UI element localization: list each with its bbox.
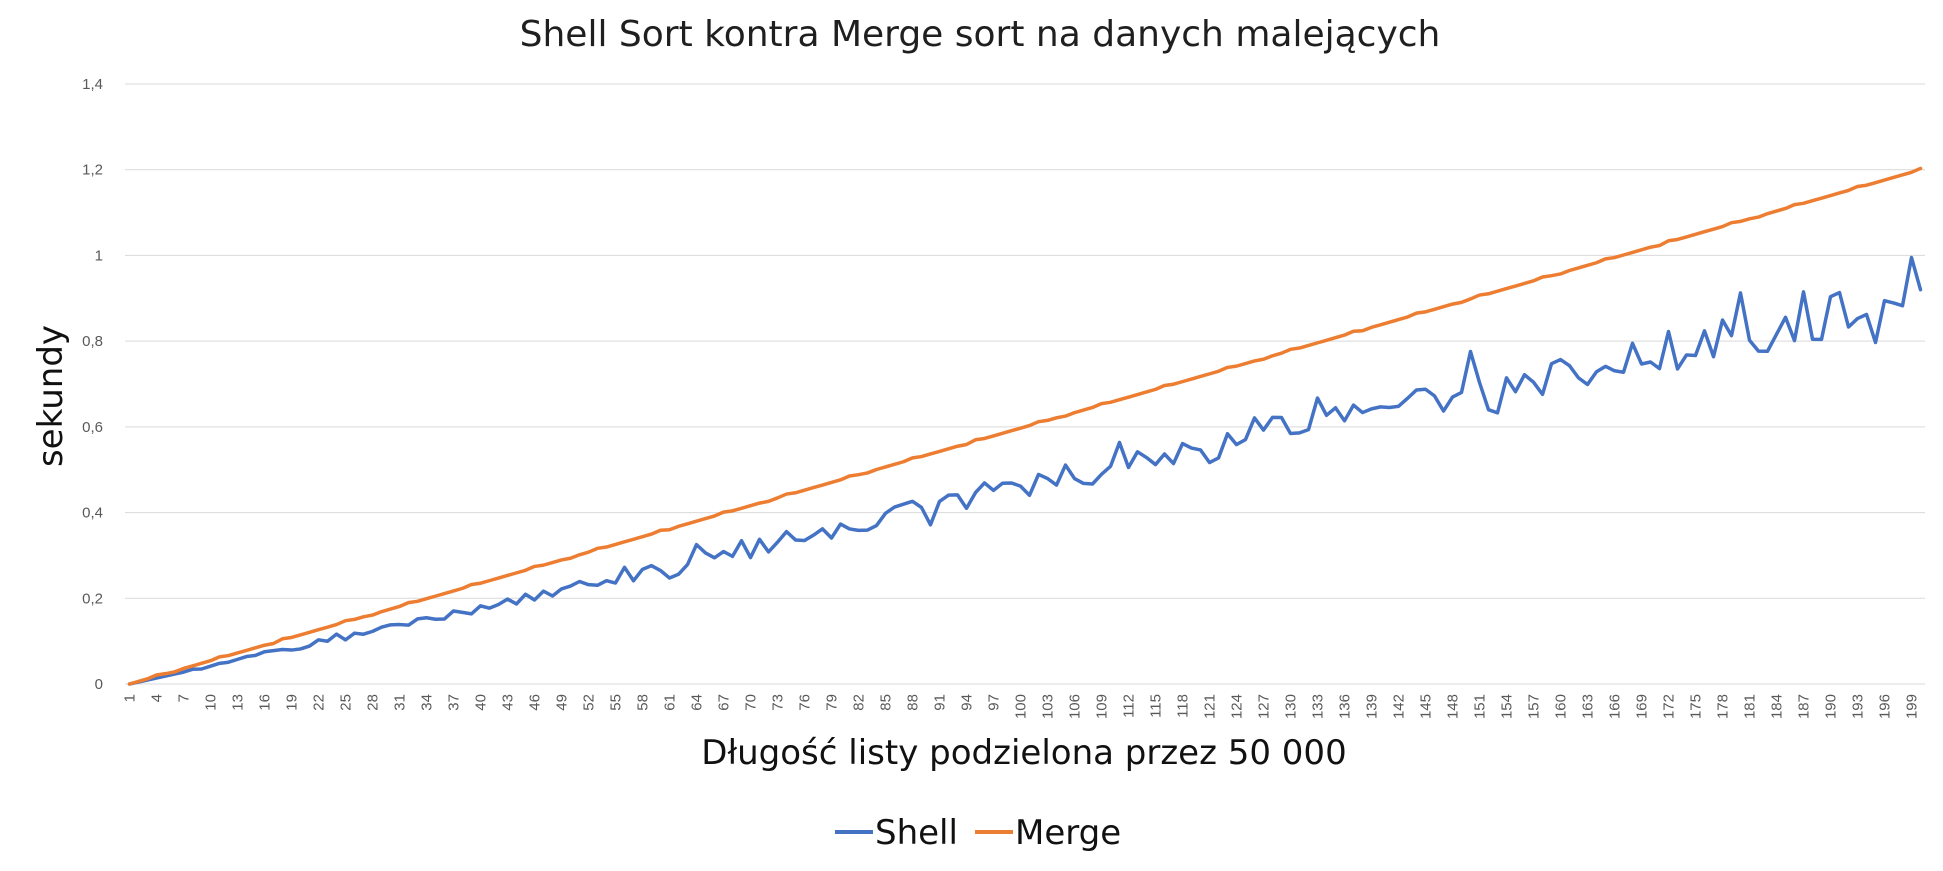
x-tick-label: 22 (311, 694, 328, 711)
x-tick-label: 166 (1607, 694, 1624, 719)
x-tick-label: 10 (203, 694, 220, 711)
x-tick-label: 145 (1418, 694, 1435, 719)
x-tick-label: 58 (635, 694, 652, 711)
x-tick-label: 127 (1256, 694, 1273, 719)
x-tick-label: 49 (554, 694, 571, 711)
x-tick-label: 70 (743, 694, 760, 711)
x-tick-label: 28 (365, 694, 382, 711)
x-tick-label: 121 (1202, 694, 1219, 719)
x-tick-label: 118 (1175, 694, 1192, 718)
x-tick-label: 4 (149, 694, 166, 702)
x-axis-title: Długość listy podzielona przez 50 000 (701, 733, 1346, 773)
x-tick-label: 181 (1742, 694, 1759, 719)
x-tick-label: 100 (1013, 694, 1030, 719)
x-tick-label: 52 (581, 694, 598, 711)
x-tick-label: 64 (689, 694, 706, 711)
x-tick-label: 124 (1229, 694, 1246, 719)
x-tick-label: 109 (1094, 694, 1111, 719)
x-tick-label: 175 (1688, 694, 1705, 719)
x-tick-label: 196 (1877, 694, 1894, 719)
x-tick-label: 172 (1661, 694, 1678, 719)
x-tick-label: 136 (1337, 694, 1354, 719)
series-line-merge (127, 166, 1923, 686)
x-tick-label: 199 (1904, 694, 1921, 719)
y-tick-label: 1 (95, 247, 103, 264)
y-tick-label: 0,8 (82, 333, 103, 350)
x-tick-label: 112 (1121, 694, 1138, 718)
series-lines (127, 166, 1923, 686)
x-tick-label: 43 (500, 694, 517, 711)
x-tick-label: 157 (1526, 694, 1543, 719)
legend: Shell Merge (835, 813, 1121, 853)
x-tick-label: 19 (284, 694, 301, 711)
x-tick-label: 139 (1364, 694, 1381, 719)
x-tick-label: 130 (1283, 694, 1300, 719)
y-tick-label: 1,2 (82, 162, 103, 179)
x-tick-label: 160 (1553, 694, 1570, 719)
series-line-shell (127, 255, 1923, 686)
legend-label-merge: Merge (1015, 813, 1121, 853)
x-tick-label: 46 (527, 694, 544, 711)
x-tick-label: 25 (338, 694, 355, 711)
x-tick-label: 13 (230, 694, 247, 711)
x-tick-label: 76 (797, 694, 814, 711)
x-tick-label: 88 (905, 694, 922, 711)
x-tick-label: 148 (1445, 694, 1462, 719)
x-tick-label: 97 (986, 694, 1003, 711)
y-tick-label: 1,4 (82, 76, 103, 93)
y-axis-title: sekundy (31, 325, 71, 467)
x-tick-label: 37 (446, 694, 463, 711)
x-axis-ticks: 1 4 7 10 13 16 19 22 25 28 31 34 37 40 43 46 49 52 55 58 61 6… (122, 694, 1921, 719)
x-tick-label: 190 (1823, 694, 1840, 719)
x-tick-label: 193 (1850, 694, 1867, 719)
x-tick-label: 94 (959, 694, 976, 711)
x-tick-label: 133 (1310, 694, 1327, 719)
x-tick-label: 34 (419, 694, 436, 711)
x-tick-label: 1 (122, 694, 139, 702)
x-tick-label: 7 (176, 694, 193, 702)
x-tick-label: 67 (716, 694, 733, 711)
x-tick-label: 178 (1715, 694, 1732, 719)
x-tick-label: 154 (1499, 694, 1516, 719)
x-tick-label: 106 (1067, 694, 1084, 719)
chart-title: Shell Sort kontra Merge sort na danych m… (520, 14, 1441, 55)
x-tick-label: 169 (1634, 694, 1651, 719)
y-tick-label: 0,2 (82, 590, 103, 607)
x-tick-label: 142 (1391, 694, 1408, 719)
x-tick-label: 103 (1040, 694, 1057, 719)
y-axis-ticks: 0 0,2 0,4 0,6 0,8 1 1,2 1,4 (82, 76, 103, 693)
x-tick-label: 115 (1148, 694, 1165, 718)
x-tick-label: 55 (608, 694, 625, 711)
x-tick-label: 184 (1769, 694, 1786, 719)
x-tick-label: 16 (257, 694, 274, 711)
x-tick-label: 31 (392, 694, 409, 711)
x-tick-label: 61 (662, 694, 679, 711)
x-tick-label: 79 (824, 694, 841, 711)
x-tick-label: 82 (851, 694, 868, 711)
x-tick-label: 73 (770, 694, 787, 711)
legend-label-shell: Shell (875, 813, 958, 853)
y-tick-label: 0 (95, 676, 103, 693)
y-tick-label: 0,6 (82, 419, 103, 436)
x-tick-label: 85 (878, 694, 895, 711)
x-tick-label: 151 (1472, 694, 1489, 719)
y-tick-label: 0,4 (82, 505, 103, 522)
x-tick-label: 91 (932, 694, 949, 711)
gridlines (125, 83, 1925, 685)
x-tick-label: 40 (473, 694, 490, 711)
x-tick-label: 163 (1580, 694, 1597, 719)
x-tick-label: 187 (1796, 694, 1813, 719)
